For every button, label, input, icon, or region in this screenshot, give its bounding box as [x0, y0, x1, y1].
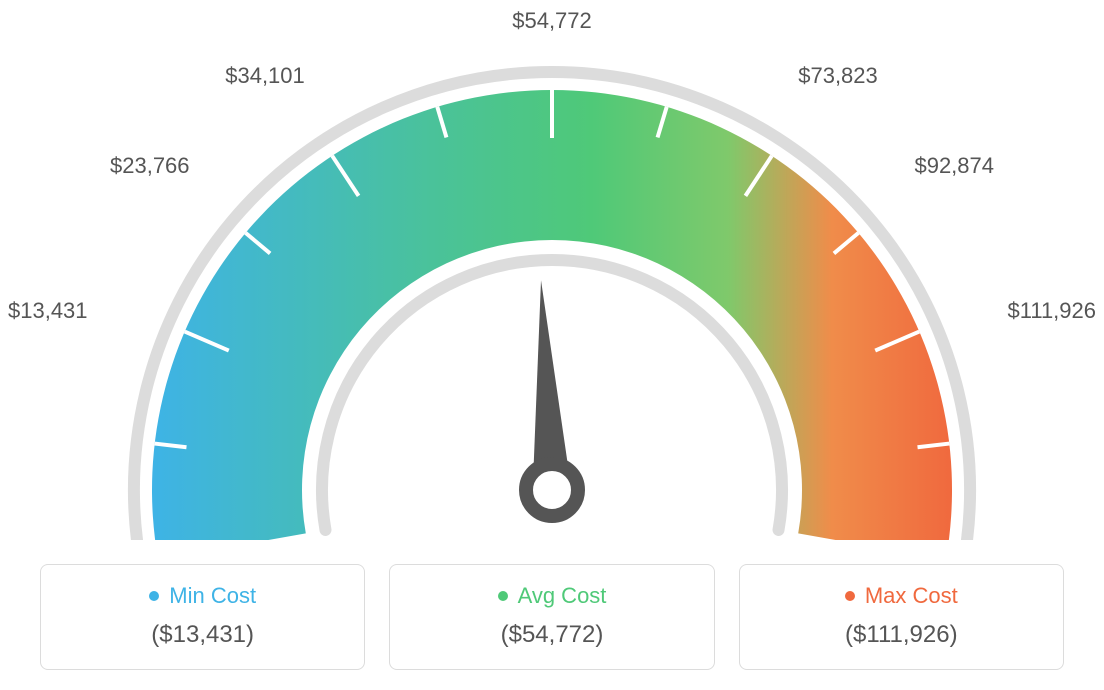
max-cost-title-row: Max Cost	[845, 583, 958, 609]
summary-cards: Min Cost ($13,431) Avg Cost ($54,772) Ma…	[40, 564, 1064, 670]
min-cost-title: Min Cost	[169, 583, 256, 609]
gauge-tick-label: $54,772	[512, 8, 592, 33]
gauge-hub	[526, 464, 578, 516]
gauge-tick-label: $23,766	[110, 153, 190, 178]
gauge-chart: $13,431 $23,766 $34,101 $54,772 $73,823 $92,8…	[0, 0, 1104, 540]
gauge-tick-label: $73,823	[798, 63, 878, 88]
gauge-tick-label: $92,874	[914, 153, 994, 178]
max-cost-value: ($111,926)	[750, 621, 1053, 649]
avg-cost-card: Avg Cost ($54,772)	[389, 564, 714, 670]
max-cost-dot-icon	[845, 591, 855, 601]
min-cost-dot-icon	[149, 591, 159, 601]
min-cost-card: Min Cost ($13,431)	[40, 564, 365, 670]
avg-cost-title-row: Avg Cost	[498, 583, 607, 609]
gauge-tick-label: $13,431	[8, 298, 88, 323]
min-cost-value: ($13,431)	[51, 621, 354, 649]
cost-gauge-widget: $13,431 $23,766 $34,101 $54,772 $73,823 $92,8…	[0, 0, 1104, 690]
avg-cost-dot-icon	[498, 591, 508, 601]
gauge-tick-label: $34,101	[225, 63, 305, 88]
avg-cost-title: Avg Cost	[518, 583, 607, 609]
gauge-tick-label: $111,926	[1008, 298, 1097, 323]
max-cost-title: Max Cost	[865, 583, 958, 609]
min-cost-title-row: Min Cost	[149, 583, 256, 609]
max-cost-card: Max Cost ($111,926)	[739, 564, 1064, 670]
avg-cost-value: ($54,772)	[400, 621, 703, 649]
